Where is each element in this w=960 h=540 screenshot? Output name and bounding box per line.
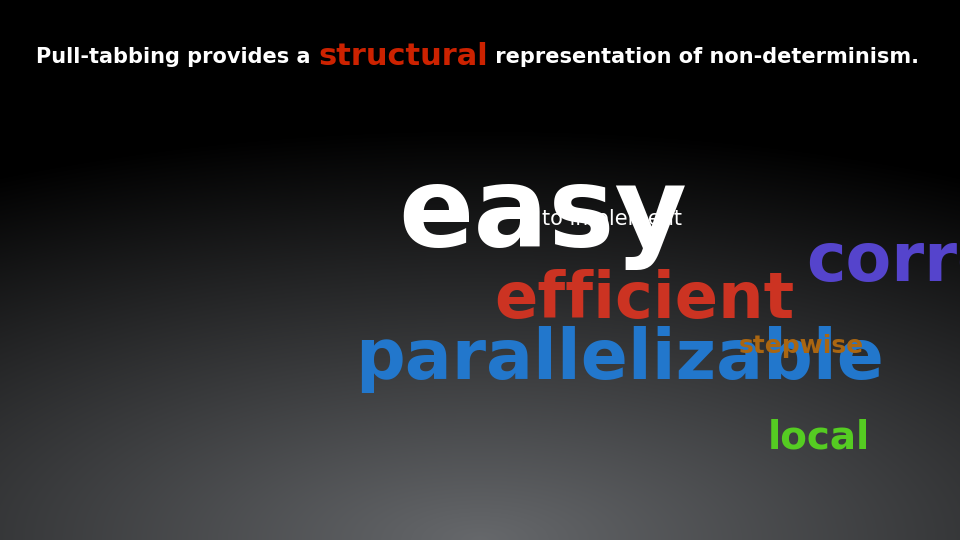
Text: easy: easy	[398, 163, 687, 269]
Text: representation of non-determinism.: representation of non-determinism.	[488, 46, 919, 67]
Text: to implement: to implement	[542, 208, 683, 229]
Text: structural: structural	[318, 42, 488, 71]
Text: Pull-tabbing provides a: Pull-tabbing provides a	[36, 46, 318, 67]
Text: stepwise: stepwise	[739, 334, 864, 357]
Text: parallelizable: parallelizable	[355, 326, 884, 393]
Text: correct: correct	[806, 229, 960, 295]
Text: local: local	[768, 418, 871, 456]
Text: efficient: efficient	[494, 269, 795, 330]
